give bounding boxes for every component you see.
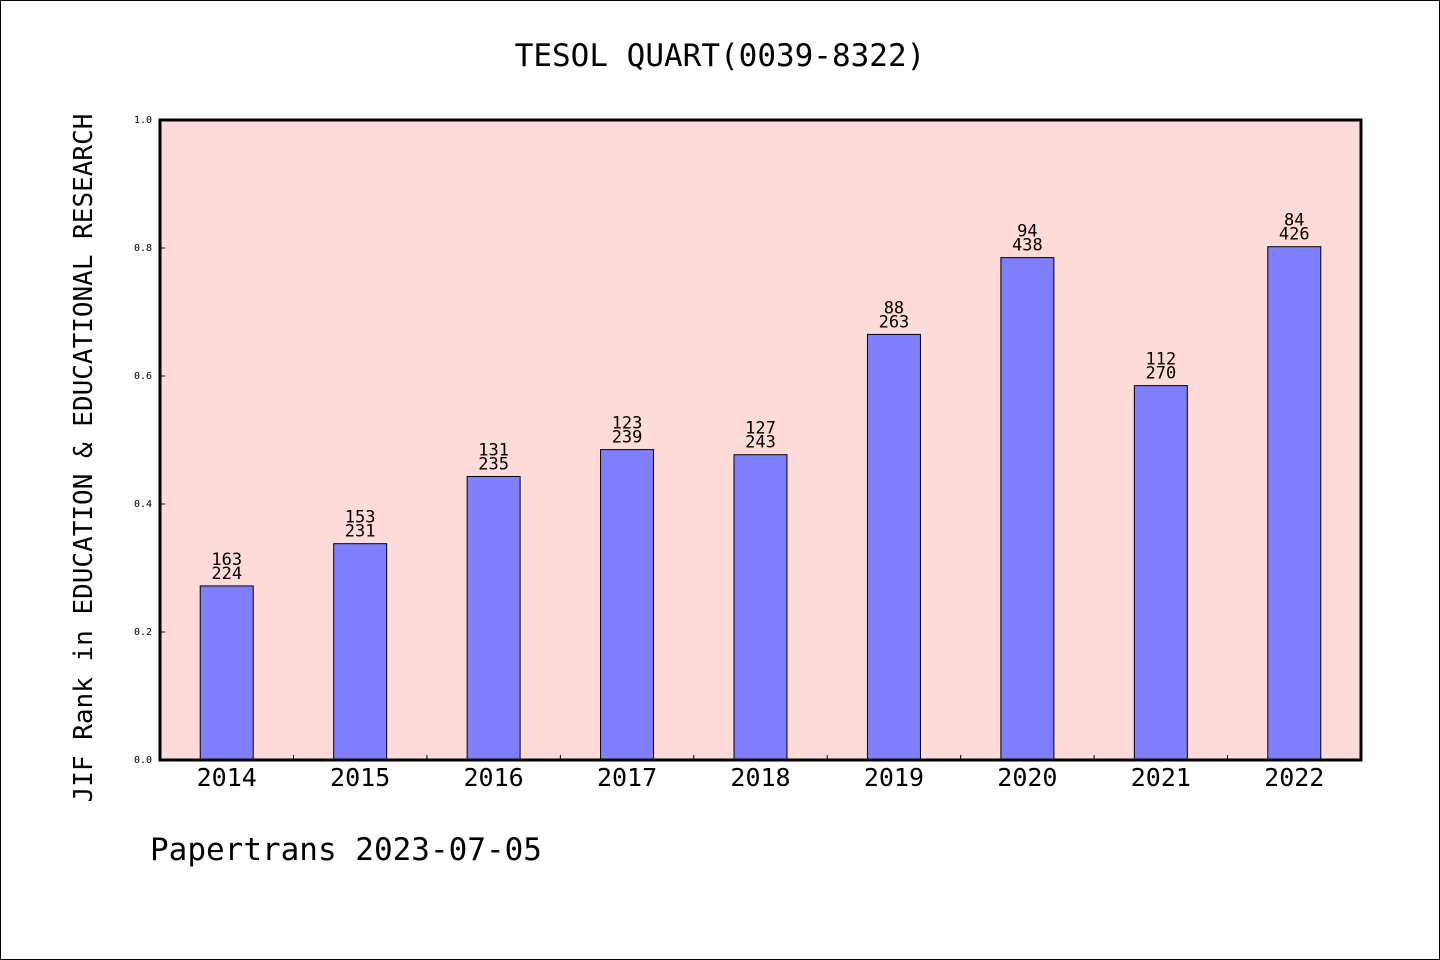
bar-label-top: 94 [1017,222,1037,242]
bar-label-bottom: 243 [745,433,776,453]
bar-label-bottom: 263 [879,312,910,332]
x-tick-label: 2021 [1131,763,1191,792]
bar [1267,246,1322,761]
bar-label-bottom: 438 [1012,236,1043,256]
y-tick-label: 0.0 [134,755,152,766]
bar [866,333,921,761]
plot-border [158,118,1363,762]
bar-label-top: 127 [745,419,776,439]
bar-label-top: 112 [1145,350,1176,370]
bar-label-bottom: 235 [478,454,509,474]
x-tick-label: 2017 [597,763,657,792]
x-tick-label: 2018 [730,763,790,792]
bar-label-top: 163 [211,550,242,570]
bar-label-bottom: 224 [211,564,242,584]
footer-credit: Papertrans 2023-07-05 [150,832,542,868]
x-tick-label: 2016 [464,763,524,792]
x-tick-label: 2022 [1264,763,1324,792]
bar [1133,385,1188,761]
chart-title: TESOL QUART(0039-8322) [515,38,926,74]
bar-label-bottom: 426 [1279,225,1310,245]
y-tick-label: 0.6 [134,371,152,382]
y-tick-label: 0.4 [134,499,152,510]
x-tick-label: 2014 [197,763,257,792]
bar [466,475,521,761]
bar-label-top: 84 [1284,211,1304,231]
y-axis-label: JIF Rank in EDUCATION & EDUCATIONAL RESE… [69,114,99,803]
x-tick-label: 2019 [864,763,924,792]
bar-label-bottom: 231 [345,522,376,542]
bar [733,454,788,761]
x-tick-label: 2015 [330,763,390,792]
bar-label-top: 131 [478,440,509,460]
bar-label-top: 88 [884,298,904,318]
bar [333,543,388,761]
bar-label-bottom: 270 [1145,364,1176,384]
bar [1000,257,1055,761]
bar-label-top: 153 [345,508,376,528]
bar-label-bottom: 239 [612,428,643,448]
x-tick-label: 2020 [997,763,1057,792]
y-tick-label: 1.0 [134,115,152,126]
bar [600,449,655,761]
bar-label-top: 123 [612,414,643,434]
bar [199,585,254,761]
y-tick-label: 0.8 [134,243,152,254]
y-tick-label: 0.2 [134,627,152,638]
